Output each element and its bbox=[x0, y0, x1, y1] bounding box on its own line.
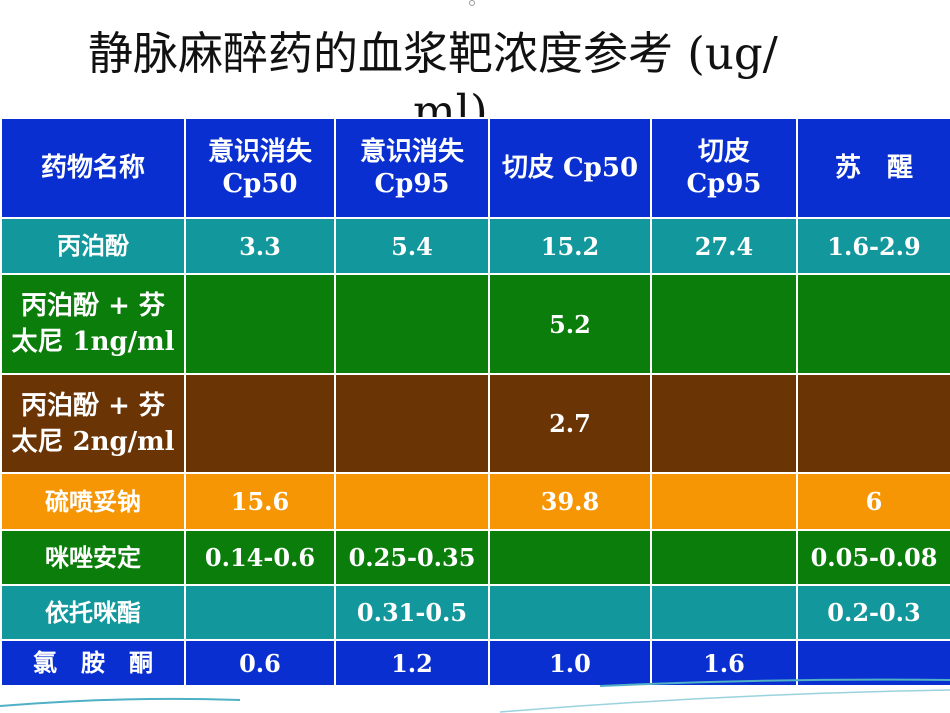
slide-marker-dot bbox=[469, 0, 475, 6]
value-cell: 15.2 bbox=[488, 217, 652, 275]
table-row: 丙泊酚 + 芬太尼 1ng/ml 5.2 bbox=[0, 273, 950, 375]
value-cell bbox=[650, 584, 798, 641]
value-cell bbox=[334, 373, 490, 474]
value-cell bbox=[184, 273, 336, 375]
value-cell: 5.2 bbox=[488, 273, 652, 375]
value-cell: 6 bbox=[796, 472, 950, 531]
drug-name-cell: 硫喷妥钠 bbox=[0, 472, 186, 531]
column-header: 意识消失 Cp95 bbox=[334, 117, 490, 219]
value-cell: 3.3 bbox=[184, 217, 336, 275]
table-row: 丙泊酚 + 芬太尼 2ng/ml 2.7 bbox=[0, 373, 950, 474]
drug-name-cell: 丙泊酚 + 芬太尼 1ng/ml bbox=[0, 273, 186, 375]
table-row: 氯 胺 酮 0.6 1.2 1.0 1.6 bbox=[0, 639, 950, 687]
value-cell: 15.6 bbox=[184, 472, 336, 531]
table-row: 硫喷妥钠 15.6 39.8 6 bbox=[0, 472, 950, 531]
column-header: 苏 醒 bbox=[796, 117, 950, 219]
value-cell: 0.31-0.5 bbox=[334, 584, 490, 641]
drug-name-cell: 丙泊酚 + 芬太尼 2ng/ml bbox=[0, 373, 186, 474]
value-cell bbox=[488, 584, 652, 641]
value-cell: 1.6 bbox=[650, 639, 798, 687]
decorative-wave bbox=[0, 678, 950, 713]
value-cell bbox=[796, 373, 950, 474]
value-cell bbox=[184, 373, 336, 474]
value-cell bbox=[650, 529, 798, 586]
value-cell bbox=[334, 472, 490, 531]
value-cell: 0.2-0.3 bbox=[796, 584, 950, 641]
value-cell: 5.4 bbox=[334, 217, 490, 275]
slide-title: 静脉麻醉药的血浆靶浓度参考 (ug/ bbox=[88, 27, 778, 80]
value-cell: 0.05-0.08 bbox=[796, 529, 950, 586]
value-cell: 27.4 bbox=[650, 217, 798, 275]
value-cell: 2.7 bbox=[488, 373, 652, 474]
slide-title-wrap: ml) bbox=[413, 92, 488, 118]
value-cell: 0.14-0.6 bbox=[184, 529, 336, 586]
value-cell bbox=[488, 529, 652, 586]
table-row: 咪唑安定 0.14-0.6 0.25-0.35 0.05-0.08 bbox=[0, 529, 950, 586]
value-cell bbox=[650, 472, 798, 531]
value-cell bbox=[184, 584, 336, 641]
drug-name-cell: 丙泊酚 bbox=[0, 217, 186, 275]
column-header: 切皮 Cp50 bbox=[488, 117, 652, 219]
concentration-table: 药物名称 意识消失 Cp50 意识消失 Cp95 切皮 Cp50 切皮 Cp95 苏 醒丙泊酚 3… bbox=[0, 117, 950, 687]
value-cell: 0.6 bbox=[184, 639, 336, 687]
value-cell bbox=[334, 273, 490, 375]
value-cell: 0.25-0.35 bbox=[334, 529, 490, 586]
table-header-row: 药物名称 意识消失 Cp50 意识消失 Cp95 切皮 Cp50 切皮 Cp95 苏 醒 bbox=[0, 117, 950, 219]
column-header: 意识消失 Cp50 bbox=[184, 117, 336, 219]
value-cell: 1.0 bbox=[488, 639, 652, 687]
value-cell bbox=[650, 273, 798, 375]
value-cell: 39.8 bbox=[488, 472, 652, 531]
table-row: 丙泊酚 3.3 5.4 15.2 27.4 1.6-2.9 bbox=[0, 217, 950, 275]
drug-name-cell: 依托咪酯 bbox=[0, 584, 186, 641]
drug-name-cell: 咪唑安定 bbox=[0, 529, 186, 586]
value-cell: 1.6-2.9 bbox=[796, 217, 950, 275]
column-header: 药物名称 bbox=[0, 117, 186, 219]
value-cell bbox=[796, 273, 950, 375]
drug-name-cell: 氯 胺 酮 bbox=[0, 639, 186, 687]
value-cell bbox=[650, 373, 798, 474]
column-header: 切皮 Cp95 bbox=[650, 117, 798, 219]
value-cell: 1.2 bbox=[334, 639, 490, 687]
table-row: 依托咪酯 0.31-0.5 0.2-0.3 bbox=[0, 584, 950, 641]
